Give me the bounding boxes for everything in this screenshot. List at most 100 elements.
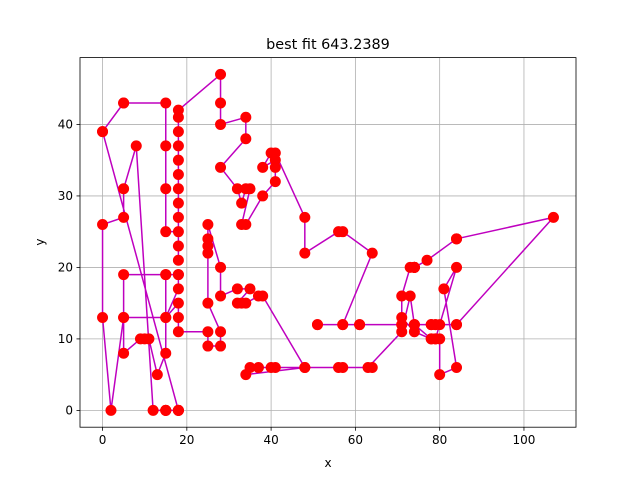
city-point: [396, 311, 408, 323]
x-tick-label: 0: [99, 433, 107, 447]
city-point: [215, 261, 227, 273]
city-point: [299, 362, 311, 374]
city-point: [118, 269, 130, 281]
city-point: [354, 319, 366, 331]
city-point: [105, 404, 117, 416]
city-point: [118, 311, 130, 323]
city-point: [215, 118, 227, 130]
city-point: [547, 211, 559, 223]
city-point: [366, 247, 378, 259]
city-point: [118, 97, 130, 109]
city-point: [269, 176, 281, 188]
city-point: [231, 283, 243, 295]
x-axis-ticks: 0 20 40 60 80 100: [99, 427, 536, 447]
city-point: [172, 269, 184, 281]
city-point: [130, 140, 142, 152]
city-point: [151, 369, 163, 381]
city-point: [408, 319, 420, 331]
y-axis-ticks: 0 10 20 30 40: [58, 118, 80, 418]
city-point: [97, 311, 109, 323]
city-point: [257, 161, 269, 173]
city-point: [160, 404, 172, 416]
y-tick-label: 30: [58, 189, 73, 203]
city-point: [366, 362, 378, 374]
city-point: [172, 311, 184, 323]
city-point: [172, 404, 184, 416]
city-point: [404, 261, 416, 273]
city-point: [451, 319, 463, 331]
city-point: [252, 290, 264, 302]
plot-frame: [79, 57, 577, 428]
city-point: [337, 226, 349, 238]
city-point: [160, 140, 172, 152]
city-point: [438, 283, 450, 295]
city-point: [434, 319, 446, 331]
city-point: [172, 211, 184, 223]
x-tick-label: 40: [263, 433, 278, 447]
city-point: [172, 104, 184, 116]
y-tick-label: 40: [58, 118, 73, 132]
city-point: [215, 326, 227, 338]
city-point: [215, 161, 227, 173]
city-point: [172, 140, 184, 152]
route-line: [101, 73, 555, 412]
city-point: [421, 254, 433, 266]
city-point: [172, 168, 184, 180]
city-point: [244, 283, 256, 295]
city-point: [240, 133, 252, 145]
y-axis-label: y: [33, 238, 47, 245]
city-point: [311, 319, 323, 331]
city-point: [118, 183, 130, 195]
city-markers: [97, 68, 559, 416]
city-point: [202, 326, 214, 338]
y-tick-label: 0: [65, 404, 73, 418]
city-point: [202, 247, 214, 259]
city-point: [202, 219, 214, 231]
city-point: [97, 219, 109, 231]
city-point: [160, 183, 172, 195]
y-tick-label: 10: [58, 332, 73, 346]
city-point: [299, 247, 311, 259]
city-point: [160, 226, 172, 238]
city-point: [172, 126, 184, 138]
city-point: [215, 68, 227, 80]
city-point: [172, 283, 184, 295]
city-point: [172, 154, 184, 166]
city-point: [231, 297, 243, 309]
city-point: [451, 261, 463, 273]
city-point: [240, 111, 252, 123]
city-point: [434, 369, 446, 381]
city-point: [172, 197, 184, 209]
city-point: [215, 290, 227, 302]
city-point: [404, 290, 416, 302]
city-point: [172, 226, 184, 238]
city-point: [240, 369, 252, 381]
city-point: [236, 197, 248, 209]
city-point: [299, 211, 311, 223]
x-tick-label: 100: [513, 433, 536, 447]
x-tick-label: 20: [179, 433, 194, 447]
city-point: [118, 211, 130, 223]
city-point: [451, 233, 463, 245]
city-point: [337, 319, 349, 331]
city-point: [172, 326, 184, 338]
city-point: [160, 269, 172, 281]
city-point: [240, 219, 252, 231]
x-axis-label: x: [324, 456, 331, 470]
city-point: [160, 311, 172, 323]
city-point: [172, 240, 184, 252]
y-tick-label: 20: [58, 261, 73, 275]
city-point: [172, 297, 184, 309]
city-point: [172, 254, 184, 266]
city-point: [257, 190, 269, 202]
x-tick-label: 80: [432, 433, 447, 447]
city-point: [147, 404, 159, 416]
city-point: [118, 347, 130, 359]
route-path: [101, 73, 555, 412]
chart-title: best fit 643.2389: [266, 37, 390, 53]
city-point: [269, 147, 281, 159]
city-point: [425, 333, 437, 345]
city-point: [396, 326, 408, 338]
city-point: [202, 340, 214, 352]
